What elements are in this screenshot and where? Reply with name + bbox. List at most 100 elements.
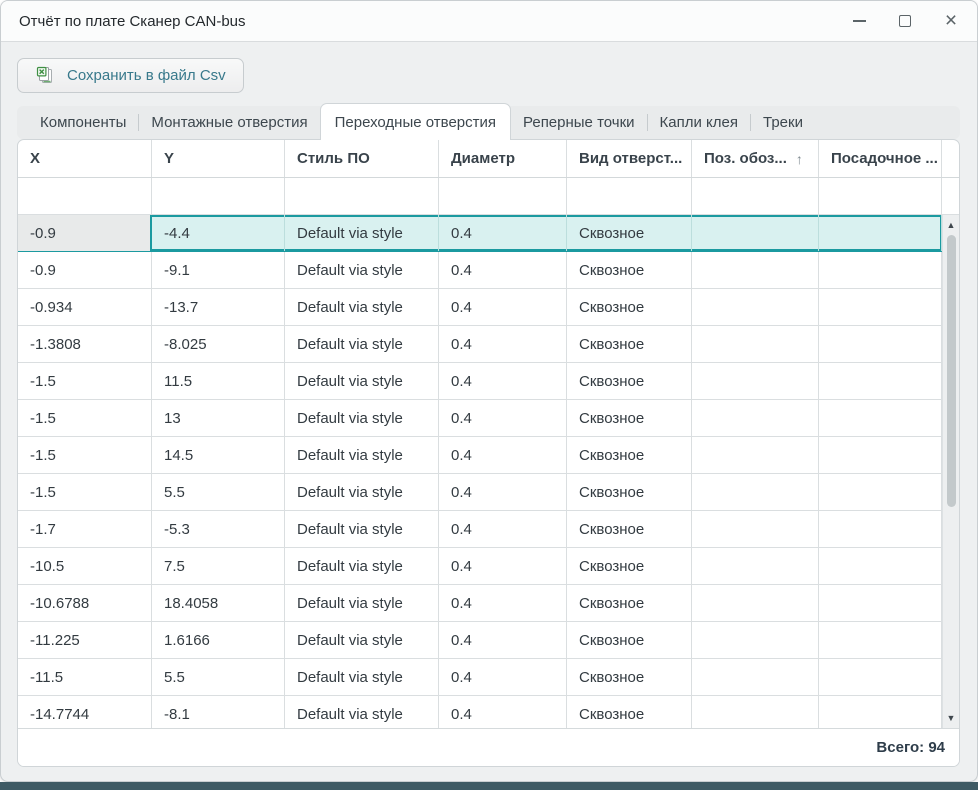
table-cell-via-style[interactable]: Default via style	[285, 363, 439, 399]
table-cell-designator[interactable]	[692, 696, 819, 728]
table-cell-footprint[interactable]	[819, 622, 942, 658]
scrollbar-thumb[interactable]	[947, 235, 956, 507]
table-cell-hole-type[interactable]: Сквозное	[567, 437, 692, 473]
table-row[interactable]: -1.7 -5.3 Default via style 0.4 Сквозное	[18, 511, 942, 548]
table-cell-designator[interactable]	[692, 289, 819, 325]
table-row[interactable]: -11.5 5.5 Default via style 0.4 Сквозное	[18, 659, 942, 696]
table-row[interactable]: -1.5 13 Default via style 0.4 Сквозное	[18, 400, 942, 437]
table-row[interactable]: -0.934 -13.7 Default via style 0.4 Сквоз…	[18, 289, 942, 326]
table-cell-hole-type[interactable]: Сквозное	[567, 585, 692, 621]
table-row[interactable]: -10.5 7.5 Default via style 0.4 Сквозное	[18, 548, 942, 585]
table-cell-hole-type[interactable]: Сквозное	[567, 289, 692, 325]
table-cell-x[interactable]: -11.5	[18, 659, 152, 695]
table-cell-hole-type[interactable]: Сквозное	[567, 696, 692, 728]
table-cell-y[interactable]: 5.5	[152, 474, 285, 510]
table-cell-y[interactable]: 11.5	[152, 363, 285, 399]
vertical-scrollbar[interactable]: ▲ ▼	[942, 215, 959, 728]
table-cell-y[interactable]: -9.1	[152, 252, 285, 288]
column-header-x[interactable]: X	[18, 140, 152, 177]
table-cell-x[interactable]: -0.9	[18, 252, 152, 288]
table-cell-x[interactable]: -1.7	[18, 511, 152, 547]
column-header-y[interactable]: Y	[152, 140, 285, 177]
table-cell-x[interactable]: -14.7744	[18, 696, 152, 728]
table-cell-designator[interactable]	[692, 622, 819, 658]
table-cell-hole-type[interactable]: Сквозное	[567, 400, 692, 436]
table-cell-y[interactable]: 14.5	[152, 437, 285, 473]
table-cell-y[interactable]: -8.1	[152, 696, 285, 728]
table-cell-x[interactable]: -10.6788	[18, 585, 152, 621]
table-cell-y[interactable]: -8.025	[152, 326, 285, 362]
table-cell-via-style[interactable]: Default via style	[285, 400, 439, 436]
table-cell-footprint[interactable]	[819, 326, 942, 362]
table-cell-diameter[interactable]: 0.4	[439, 548, 567, 584]
table-cell-hole-type[interactable]: Сквозное	[567, 511, 692, 547]
table-cell-via-style[interactable]: Default via style	[285, 289, 439, 325]
table-row[interactable]: -1.5 5.5 Default via style 0.4 Сквозное	[18, 474, 942, 511]
table-cell-diameter[interactable]: 0.4	[439, 585, 567, 621]
table-cell-designator[interactable]	[692, 511, 819, 547]
table-cell-diameter[interactable]: 0.4	[439, 363, 567, 399]
table-cell-x[interactable]: -1.5	[18, 363, 152, 399]
table-cell-x[interactable]: -11.225	[18, 622, 152, 658]
table-cell-diameter[interactable]: 0.4	[439, 437, 567, 473]
table-cell-hole-type[interactable]: Сквозное	[567, 474, 692, 510]
table-row[interactable]: -10.6788 18.4058 Default via style 0.4 С…	[18, 585, 942, 622]
table-row[interactable]: -0.9 -9.1 Default via style 0.4 Сквозное	[18, 252, 942, 289]
table-cell-via-style[interactable]: Default via style	[285, 548, 439, 584]
table-cell-via-style[interactable]: Default via style	[285, 511, 439, 547]
table-cell-hole-type[interactable]: Сквозное	[567, 326, 692, 362]
table-cell-designator[interactable]	[692, 326, 819, 362]
table-cell-footprint[interactable]	[819, 548, 942, 584]
table-row[interactable]: -1.5 14.5 Default via style 0.4 Сквозное	[18, 437, 942, 474]
column-header-designator[interactable]: Поз. обоз... ↑	[692, 140, 819, 177]
table-cell-designator[interactable]	[692, 474, 819, 510]
table-cell-diameter[interactable]: 0.4	[439, 215, 567, 251]
filter-cell[interactable]	[18, 178, 152, 214]
table-cell-hole-type[interactable]: Сквозное	[567, 548, 692, 584]
table-cell-via-style[interactable]: Default via style	[285, 215, 439, 251]
column-header-footprint[interactable]: Посадочное ...	[819, 140, 942, 177]
table-cell-footprint[interactable]	[819, 659, 942, 695]
table-cell-footprint[interactable]	[819, 585, 942, 621]
table-cell-y[interactable]: 7.5	[152, 548, 285, 584]
filter-cell[interactable]	[819, 178, 942, 214]
table-cell-via-style[interactable]: Default via style	[285, 696, 439, 728]
table-cell-designator[interactable]	[692, 585, 819, 621]
table-cell-footprint[interactable]	[819, 400, 942, 436]
close-button[interactable]: ×	[943, 10, 959, 31]
column-header-diameter[interactable]: Диаметр	[439, 140, 567, 177]
minimize-button[interactable]	[851, 13, 867, 29]
table-cell-hole-type[interactable]: Сквозное	[567, 659, 692, 695]
table-cell-footprint[interactable]	[819, 696, 942, 728]
table-row[interactable]: -14.7744 -8.1 Default via style 0.4 Скво…	[18, 696, 942, 728]
table-cell-y[interactable]: 5.5	[152, 659, 285, 695]
table-cell-diameter[interactable]: 0.4	[439, 252, 567, 288]
filter-cell[interactable]	[439, 178, 567, 214]
tab-tracks[interactable]: Треки	[763, 114, 803, 131]
table-cell-footprint[interactable]	[819, 252, 942, 288]
table-row[interactable]: -11.225 1.6166 Default via style 0.4 Скв…	[18, 622, 942, 659]
table-cell-y[interactable]: 18.4058	[152, 585, 285, 621]
table-cell-via-style[interactable]: Default via style	[285, 659, 439, 695]
scroll-up-icon[interactable]: ▲	[946, 220, 956, 230]
table-cell-via-style[interactable]: Default via style	[285, 622, 439, 658]
table-cell-via-style[interactable]: Default via style	[285, 474, 439, 510]
table-cell-diameter[interactable]: 0.4	[439, 511, 567, 547]
table-cell-hole-type[interactable]: Сквозное	[567, 252, 692, 288]
table-cell-designator[interactable]	[692, 548, 819, 584]
table-cell-x[interactable]: -1.5	[18, 400, 152, 436]
table-row[interactable]: -1.3808 -8.025 Default via style 0.4 Скв…	[18, 326, 942, 363]
table-cell-diameter[interactable]: 0.4	[439, 326, 567, 362]
table-cell-designator[interactable]	[692, 659, 819, 695]
table-cell-footprint[interactable]	[819, 437, 942, 473]
column-header-via-style[interactable]: Стиль ПО	[285, 140, 439, 177]
table-cell-footprint[interactable]	[819, 363, 942, 399]
table-cell-diameter[interactable]: 0.4	[439, 289, 567, 325]
maximize-button[interactable]	[897, 13, 913, 29]
table-cell-y[interactable]: -5.3	[152, 511, 285, 547]
table-cell-y[interactable]: -13.7	[152, 289, 285, 325]
table-cell-designator[interactable]	[692, 437, 819, 473]
table-cell-x[interactable]: -0.934	[18, 289, 152, 325]
table-cell-hole-type[interactable]: Сквозное	[567, 215, 692, 251]
table-cell-via-style[interactable]: Default via style	[285, 437, 439, 473]
